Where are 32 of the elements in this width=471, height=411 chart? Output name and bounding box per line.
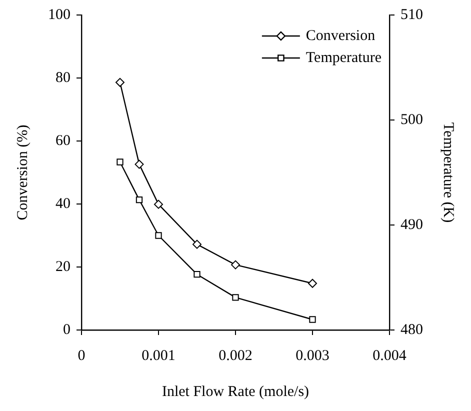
point: [116, 158, 124, 166]
y-tick-label: 60: [56, 132, 70, 149]
point: [116, 78, 124, 87]
y-tick-label: 20: [56, 258, 70, 275]
y2-tick-label: 500: [400, 112, 423, 128]
y-tick-label: 40: [56, 196, 70, 212]
point: [308, 278, 317, 288]
point: [192, 240, 202, 249]
point: [309, 316, 316, 323]
legend-label: Temperature: [306, 50, 382, 66]
point: [154, 200, 163, 209]
y2-tick-label: 510: [400, 6, 423, 23]
point: [232, 294, 239, 301]
point: [136, 196, 143, 204]
point: [231, 260, 240, 270]
y-tick-label: 0: [63, 322, 70, 338]
x-tick-label: 0.002: [218, 348, 252, 364]
point: [194, 271, 200, 278]
y2-tick-label: 490: [400, 216, 423, 233]
y-axis-title: Conversion (%): [14, 124, 31, 220]
y2-axis-title: Temperature (K): [440, 122, 456, 223]
y-tick-label: 80: [56, 70, 70, 86]
x-tick-label: 0: [78, 348, 86, 364]
point: [134, 160, 144, 169]
x-tick-label: 0.003: [296, 348, 330, 364]
x-tick-label: 0.004: [372, 348, 407, 364]
x-axis-title: Inlet Flow Rate (mole/s): [162, 384, 310, 400]
x-tick-label: 0.001: [142, 348, 176, 364]
y2-tick-label: 480: [400, 322, 423, 338]
y-tick-label: 100: [48, 6, 70, 23]
point: [155, 232, 162, 239]
legend-label: Conversion: [306, 28, 376, 44]
